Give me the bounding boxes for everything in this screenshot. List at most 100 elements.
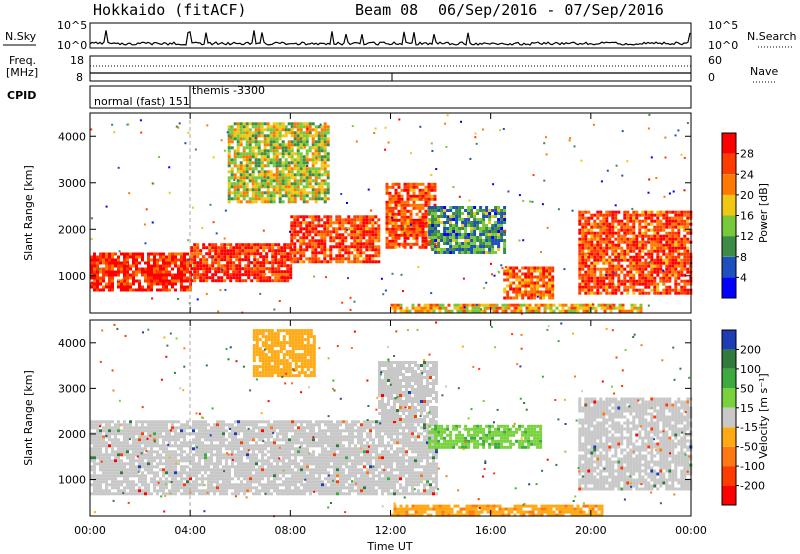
- velocity-cell: [147, 486, 150, 490]
- power-cell: [449, 242, 453, 245]
- velocity-cell: [105, 441, 108, 445]
- power-cell: [491, 242, 495, 245]
- power-cell: [491, 209, 495, 212]
- power-cell: [683, 282, 687, 286]
- power-cell: [629, 270, 633, 274]
- velocity-cell: [138, 480, 141, 484]
- velocity-cell: [93, 426, 96, 430]
- velocity-cell: [204, 447, 207, 451]
- power-cell: [353, 230, 357, 234]
- power-cell: [236, 179, 240, 183]
- power-cell: [257, 146, 261, 150]
- power-cell: [638, 219, 642, 223]
- velocity-cell: [201, 456, 204, 460]
- velocity-cell: [198, 423, 201, 427]
- power-cell: [239, 161, 243, 165]
- power-cell: [494, 215, 498, 218]
- power-cell: [418, 194, 422, 198]
- power-cell: [314, 245, 318, 249]
- power-cell: [668, 243, 672, 247]
- power-cell: [308, 146, 312, 150]
- power-cell: [314, 176, 318, 180]
- velocity-cell: [135, 465, 138, 469]
- power-cell: [403, 221, 407, 225]
- power-cell: [482, 248, 486, 251]
- power-cell: [427, 182, 431, 186]
- power-cell: [93, 252, 96, 256]
- power-cell: [271, 261, 275, 265]
- velocity-cell: [183, 444, 186, 448]
- velocity-cell: [204, 420, 207, 424]
- power-cell: [421, 239, 425, 243]
- power-cell: [233, 137, 237, 141]
- power-cell: [338, 242, 342, 246]
- power-cell: [299, 248, 303, 252]
- power-cell: [618, 306, 622, 310]
- power-cell: [671, 237, 675, 241]
- power-cell: [341, 218, 345, 222]
- power-cell: [347, 245, 351, 249]
- power-cell: [265, 258, 269, 262]
- power-cell: [365, 257, 369, 261]
- power-cell: [272, 134, 276, 138]
- power-cell: [274, 276, 278, 280]
- power-cell: [260, 152, 264, 156]
- velocity-cell: [216, 426, 219, 430]
- power-cell: [251, 134, 255, 138]
- power-cell: [584, 273, 588, 277]
- velocity-cell: [117, 462, 120, 466]
- power-cell: [159, 267, 162, 271]
- velocity-cell: [165, 468, 168, 472]
- power-cell: [677, 261, 681, 265]
- power-cell: [171, 267, 174, 271]
- power-cell: [388, 227, 392, 231]
- power-noise-point: [520, 312, 523, 315]
- velocity-cell: [162, 429, 165, 433]
- power-cell: [644, 246, 648, 250]
- velocity-cell: [216, 429, 219, 433]
- power-cell: [93, 273, 96, 277]
- power-cell: [683, 267, 687, 271]
- power-cell: [248, 158, 252, 162]
- velocity-cell: [96, 447, 99, 451]
- power-noise-point: [605, 274, 608, 276]
- power-cell: [503, 272, 507, 276]
- power-cell: [680, 243, 684, 247]
- power-cell: [428, 233, 432, 236]
- power-cell: [680, 240, 684, 244]
- power-cell: [287, 173, 291, 177]
- power-cell: [638, 243, 642, 247]
- power-cell: [126, 279, 129, 283]
- power-noise-point: [121, 278, 124, 281]
- power-cell: [338, 254, 342, 258]
- power-cell: [644, 240, 648, 244]
- power-cell: [248, 131, 252, 135]
- power-cell: [296, 230, 300, 234]
- power-cell: [653, 267, 657, 271]
- power-cell: [356, 233, 360, 237]
- power-cell: [323, 215, 327, 219]
- power-cell: [391, 236, 395, 240]
- power-cell: [356, 218, 360, 222]
- power-cell: [677, 240, 681, 244]
- velocity-cell: [117, 450, 120, 454]
- power-cell: [368, 230, 372, 234]
- power-cell: [138, 288, 141, 292]
- power-cell: [278, 179, 282, 183]
- power-cell: [644, 219, 648, 223]
- power-cell: [278, 128, 282, 132]
- power-cell: [159, 270, 162, 274]
- velocity-cell: [192, 438, 195, 442]
- power-cell: [299, 158, 303, 162]
- velocity-cell: [201, 423, 204, 427]
- power-cell: [677, 246, 681, 250]
- power-cell: [388, 215, 392, 219]
- power-cell: [320, 143, 324, 147]
- power-cell: [266, 185, 270, 189]
- power-cell: [551, 290, 555, 294]
- power-cell: [290, 236, 294, 240]
- velocity-cell: [183, 492, 186, 496]
- power-cell: [680, 267, 684, 271]
- power-cell: [314, 167, 318, 171]
- power-cell: [548, 281, 552, 285]
